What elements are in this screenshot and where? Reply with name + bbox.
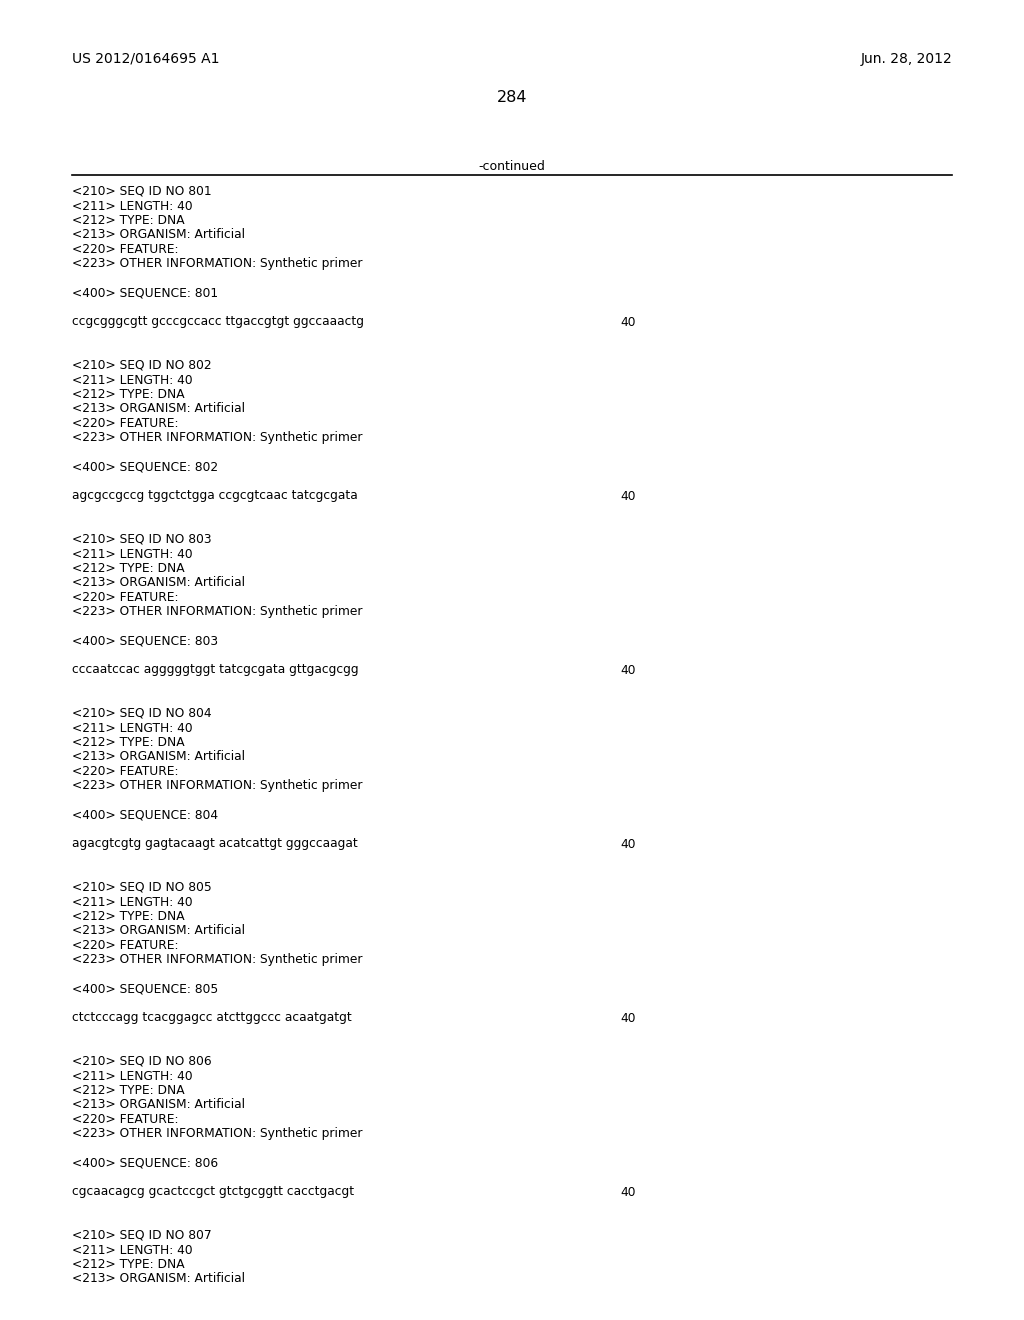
Text: <213> ORGANISM: Artificial: <213> ORGANISM: Artificial <box>72 403 245 416</box>
Text: <210> SEQ ID NO 807: <210> SEQ ID NO 807 <box>72 1229 212 1242</box>
Text: <212> TYPE: DNA: <212> TYPE: DNA <box>72 214 184 227</box>
Text: agacgtcgtg gagtacaagt acatcattgt gggccaagat: agacgtcgtg gagtacaagt acatcattgt gggccaa… <box>72 837 357 850</box>
Text: <212> TYPE: DNA: <212> TYPE: DNA <box>72 562 184 576</box>
Text: cccaatccac agggggtggt tatcgcgata gttgacgcgg: cccaatccac agggggtggt tatcgcgata gttgacg… <box>72 664 358 676</box>
Text: 40: 40 <box>620 837 636 850</box>
Text: <210> SEQ ID NO 803: <210> SEQ ID NO 803 <box>72 533 212 546</box>
Text: <211> LENGTH: 40: <211> LENGTH: 40 <box>72 1069 193 1082</box>
Text: <400> SEQUENCE: 801: <400> SEQUENCE: 801 <box>72 286 218 300</box>
Text: <210> SEQ ID NO 805: <210> SEQ ID NO 805 <box>72 880 212 894</box>
Text: <213> ORGANISM: Artificial: <213> ORGANISM: Artificial <box>72 228 245 242</box>
Text: <220> FEATURE:: <220> FEATURE: <box>72 1113 178 1126</box>
Text: <223> OTHER INFORMATION: Synthetic primer: <223> OTHER INFORMATION: Synthetic prime… <box>72 953 362 966</box>
Text: <400> SEQUENCE: 802: <400> SEQUENCE: 802 <box>72 461 218 474</box>
Text: ctctcccagg tcacggagcc atcttggccc acaatgatgt: ctctcccagg tcacggagcc atcttggccc acaatga… <box>72 1011 352 1024</box>
Text: <223> OTHER INFORMATION: Synthetic primer: <223> OTHER INFORMATION: Synthetic prime… <box>72 606 362 619</box>
Text: <211> LENGTH: 40: <211> LENGTH: 40 <box>72 199 193 213</box>
Text: cgcaacagcg gcactccgct gtctgcggtt cacctgacgt: cgcaacagcg gcactccgct gtctgcggtt cacctga… <box>72 1185 354 1199</box>
Text: <220> FEATURE:: <220> FEATURE: <box>72 417 178 430</box>
Text: <220> FEATURE:: <220> FEATURE: <box>72 243 178 256</box>
Text: <210> SEQ ID NO 802: <210> SEQ ID NO 802 <box>72 359 212 372</box>
Text: ccgcgggcgtt gcccgccacc ttgaccgtgt ggccaaactg: ccgcgggcgtt gcccgccacc ttgaccgtgt ggccaa… <box>72 315 364 329</box>
Text: <212> TYPE: DNA: <212> TYPE: DNA <box>72 1258 184 1271</box>
Text: 40: 40 <box>620 1011 636 1024</box>
Text: <210> SEQ ID NO 804: <210> SEQ ID NO 804 <box>72 708 212 719</box>
Text: <212> TYPE: DNA: <212> TYPE: DNA <box>72 737 184 748</box>
Text: <212> TYPE: DNA: <212> TYPE: DNA <box>72 909 184 923</box>
Text: 40: 40 <box>620 315 636 329</box>
Text: 40: 40 <box>620 490 636 503</box>
Text: <400> SEQUENCE: 806: <400> SEQUENCE: 806 <box>72 1156 218 1170</box>
Text: <400> SEQUENCE: 803: <400> SEQUENCE: 803 <box>72 635 218 648</box>
Text: <213> ORGANISM: Artificial: <213> ORGANISM: Artificial <box>72 1098 245 1111</box>
Text: <213> ORGANISM: Artificial: <213> ORGANISM: Artificial <box>72 1272 245 1286</box>
Text: <220> FEATURE:: <220> FEATURE: <box>72 939 178 952</box>
Text: <223> OTHER INFORMATION: Synthetic primer: <223> OTHER INFORMATION: Synthetic prime… <box>72 1127 362 1140</box>
Text: <211> LENGTH: 40: <211> LENGTH: 40 <box>72 895 193 908</box>
Text: <212> TYPE: DNA: <212> TYPE: DNA <box>72 1084 184 1097</box>
Text: <223> OTHER INFORMATION: Synthetic primer: <223> OTHER INFORMATION: Synthetic prime… <box>72 257 362 271</box>
Text: 284: 284 <box>497 90 527 106</box>
Text: <223> OTHER INFORMATION: Synthetic primer: <223> OTHER INFORMATION: Synthetic prime… <box>72 432 362 445</box>
Text: US 2012/0164695 A1: US 2012/0164695 A1 <box>72 51 219 66</box>
Text: <223> OTHER INFORMATION: Synthetic primer: <223> OTHER INFORMATION: Synthetic prime… <box>72 780 362 792</box>
Text: <220> FEATURE:: <220> FEATURE: <box>72 766 178 777</box>
Text: <211> LENGTH: 40: <211> LENGTH: 40 <box>72 1243 193 1257</box>
Text: 40: 40 <box>620 1185 636 1199</box>
Text: <220> FEATURE:: <220> FEATURE: <box>72 591 178 605</box>
Text: <210> SEQ ID NO 806: <210> SEQ ID NO 806 <box>72 1055 212 1068</box>
Text: <212> TYPE: DNA: <212> TYPE: DNA <box>72 388 184 401</box>
Text: <400> SEQUENCE: 805: <400> SEQUENCE: 805 <box>72 982 218 995</box>
Text: <210> SEQ ID NO 801: <210> SEQ ID NO 801 <box>72 185 212 198</box>
Text: <213> ORGANISM: Artificial: <213> ORGANISM: Artificial <box>72 577 245 590</box>
Text: <211> LENGTH: 40: <211> LENGTH: 40 <box>72 374 193 387</box>
Text: <400> SEQUENCE: 804: <400> SEQUENCE: 804 <box>72 808 218 821</box>
Text: <211> LENGTH: 40: <211> LENGTH: 40 <box>72 722 193 734</box>
Text: <211> LENGTH: 40: <211> LENGTH: 40 <box>72 548 193 561</box>
Text: <213> ORGANISM: Artificial: <213> ORGANISM: Artificial <box>72 751 245 763</box>
Text: agcgccgccg tggctctgga ccgcgtcaac tatcgcgata: agcgccgccg tggctctgga ccgcgtcaac tatcgcg… <box>72 490 357 503</box>
Text: <213> ORGANISM: Artificial: <213> ORGANISM: Artificial <box>72 924 245 937</box>
Text: 40: 40 <box>620 664 636 676</box>
Text: Jun. 28, 2012: Jun. 28, 2012 <box>860 51 952 66</box>
Text: -continued: -continued <box>478 160 546 173</box>
